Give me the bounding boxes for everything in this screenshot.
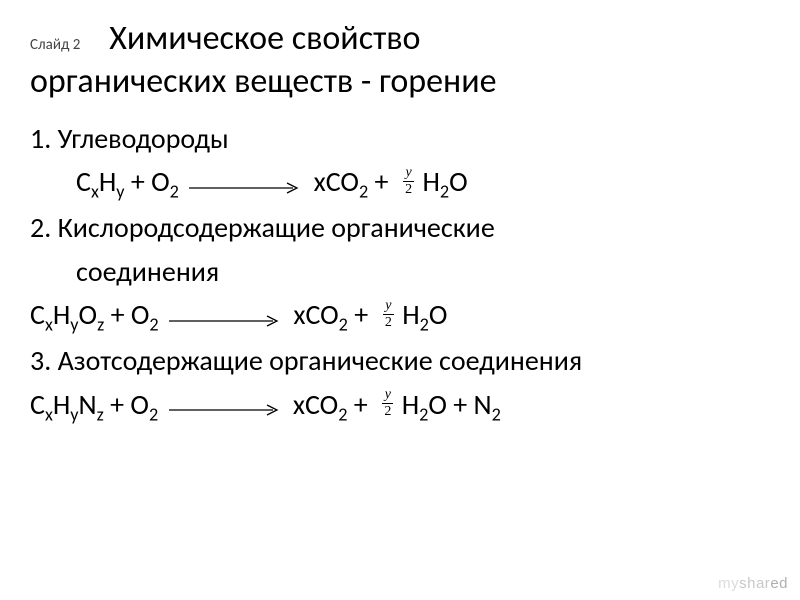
list-item-1-heading: 1. Углеводороды [30,117,770,160]
list-item-2-heading-line1: 2. Кислородсодержащие органические [30,206,770,249]
eq1-rhs: xCO2 + y2 H2O [314,164,468,199]
slide-container: Слайд 2 Химическое свойство органических… [0,0,800,429]
title-line-1: Химическое свойство [109,18,420,59]
eq3-rhs: xCO2 + y2 H2O + N2 [293,387,501,422]
slide-title: Слайд 2 Химическое свойство органических… [30,18,770,103]
watermark-part-2: shar [739,575,770,592]
reaction-arrow-icon [189,163,301,206]
watermark-part-3: ed [770,575,788,592]
eq3-lhs: CxHyNz + O2 [30,387,158,422]
reaction-arrow-icon [169,385,281,428]
watermark: myshared [718,575,788,592]
equation-3: CxHyNz + O2 xCO2 + y2 H2O + N2 [30,383,770,429]
eq1-lhs: CxHy + O2 [76,164,179,199]
title-line-2: органических веществ - горение [30,61,497,102]
list-item-2-heading-line2: соединения [30,250,770,293]
equation-1: CxHy + O2 xCO2 + y2 H2O [30,160,770,206]
watermark-part-1: my [718,575,739,592]
slide-number-label: Слайд 2 [30,36,80,54]
reaction-arrow-icon [169,296,281,339]
equation-2: CxHyOz + O2 xCO2 + y2 H2O [30,293,770,339]
eq2-lhs: CxHyOz + O2 [30,297,159,332]
list-item-3-heading: 3. Азотсодержащие органические соединени… [30,339,770,382]
slide-body: 1. Углеводороды CxHy + O2 xCO2 + y2 H2O … [30,117,770,429]
eq2-rhs: xCO2 + y2 H2O [293,297,447,332]
